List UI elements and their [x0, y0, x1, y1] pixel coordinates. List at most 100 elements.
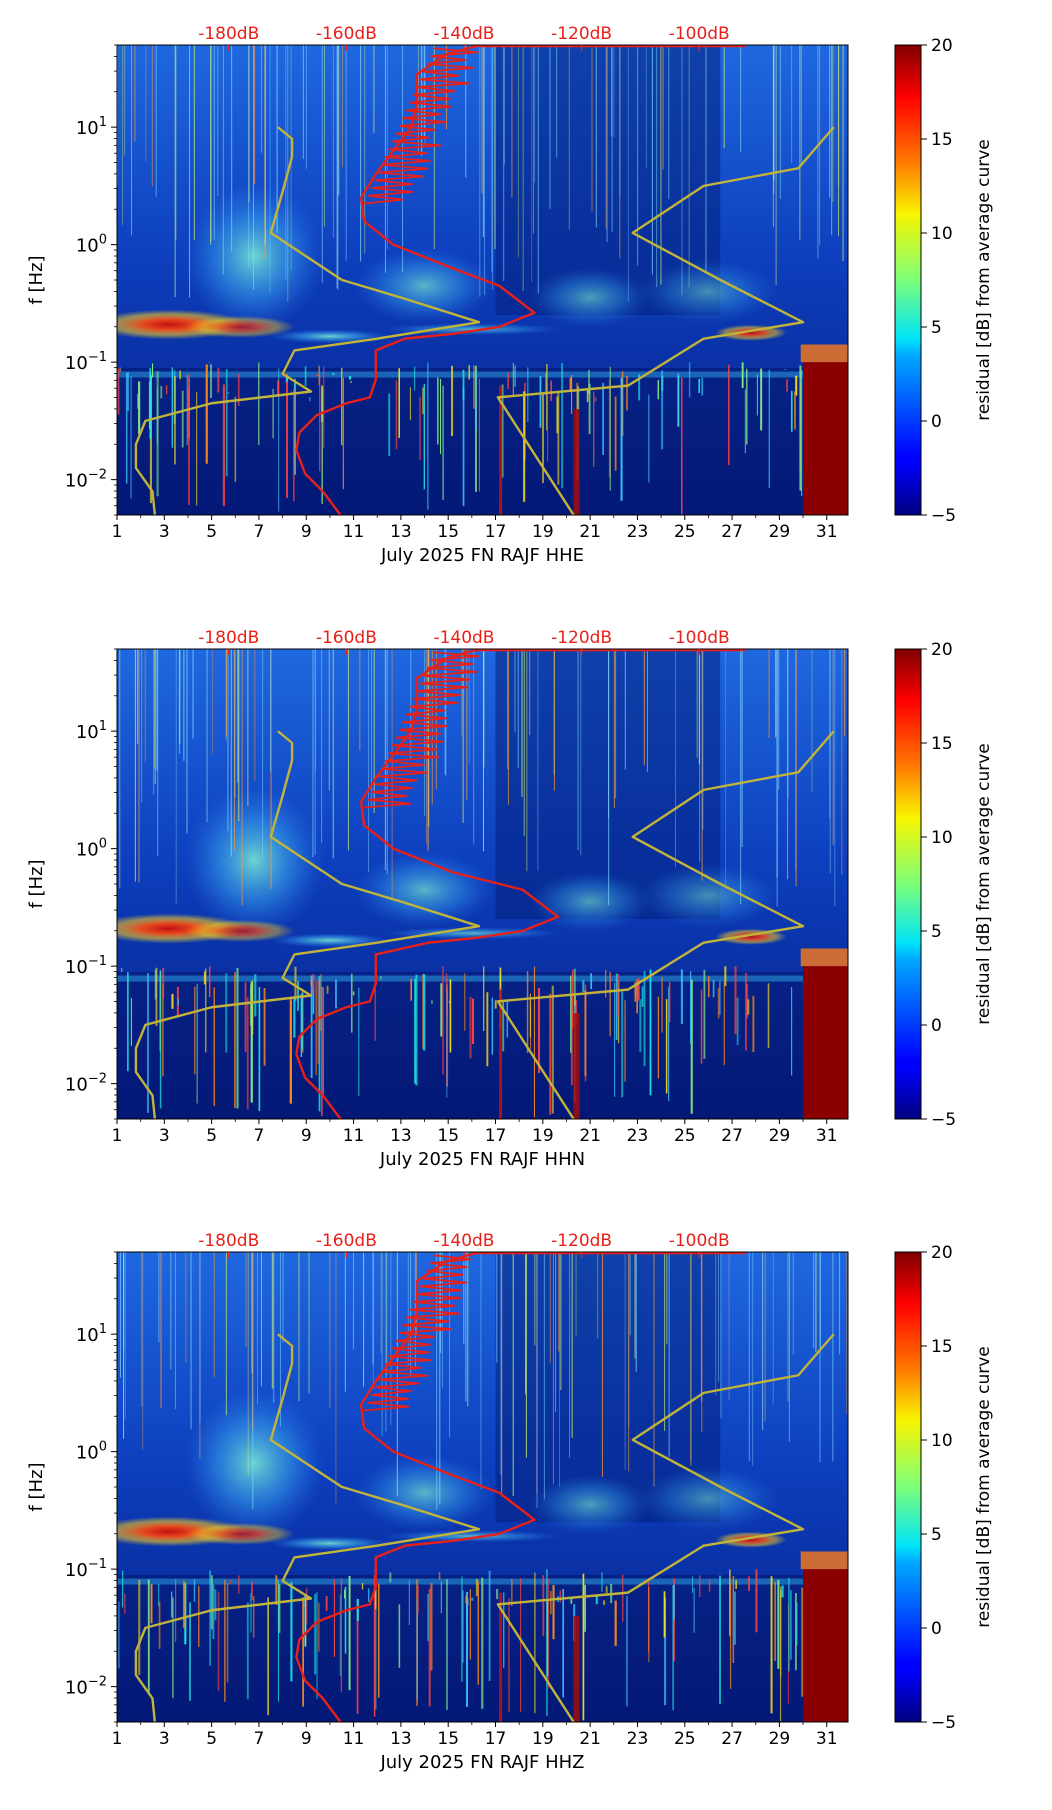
event-streak [499, 1592, 503, 1722]
db-tick-label: -180dB [198, 24, 259, 44]
storm-block [803, 966, 848, 1119]
microseism-peak [185, 919, 296, 942]
microseism-glow [638, 1466, 779, 1531]
high-noise-model-curve [496, 730, 835, 1119]
low-noise-model-curve [134, 730, 481, 1119]
colorbar-tick-label: −5 [931, 506, 956, 526]
x-tick-label: 17 [485, 1126, 507, 1146]
y-axis-label: f [Hz] [26, 859, 47, 908]
x-axis-label: July 2025 FN RAJF HHZ [379, 1752, 584, 1773]
x-tick-label: 9 [301, 1126, 312, 1146]
db-tick-label: -160dB [316, 628, 377, 648]
x-tick-label: 17 [485, 522, 507, 542]
x-tick-label: 1 [112, 1126, 123, 1146]
spectrogram-area [117, 1252, 848, 1722]
x-tick-label: 1 [112, 1729, 123, 1749]
colorbar-tick-label: 0 [931, 1016, 942, 1036]
microseism-glow [354, 247, 495, 324]
x-tick-label: 13 [390, 1126, 412, 1146]
colorbar-tick-label: 0 [931, 1619, 942, 1639]
y-tick-label: 10−2 [65, 1675, 107, 1699]
microseism-peak [185, 315, 296, 338]
y-tick-label: 100 [76, 233, 107, 257]
microseism-glow [184, 1388, 325, 1539]
event-streak [573, 409, 580, 515]
colorbar-tick-label: 0 [931, 412, 942, 432]
db-tick-label: -180dB [198, 628, 259, 648]
x-tick-label: 27 [721, 522, 743, 542]
event-streak [573, 1616, 580, 1722]
event-streak [499, 385, 503, 515]
secondary-band [117, 371, 848, 378]
transient-streaks [117, 649, 846, 1118]
storm-edge [800, 344, 848, 363]
x-tick-label: 3 [159, 522, 170, 542]
x-tick-label: 11 [343, 1126, 365, 1146]
high-noise-model-curve [496, 1333, 835, 1722]
x-tick-label: 31 [816, 1729, 838, 1749]
x-tick-label: 5 [206, 1126, 217, 1146]
average-curve-spread [363, 1254, 471, 1412]
colorbar-tick-label: 20 [931, 36, 953, 56]
x-tick-label: 13 [390, 1729, 412, 1749]
colorbar-tick-label: 20 [931, 1243, 953, 1263]
panel-2: 1 3 5 7 9 11 13 15 17 19 21 23 25 27 29 3110−210−110010… [26, 628, 994, 1170]
db-tick-label: -100dB [669, 628, 730, 648]
x-tick-label: 9 [301, 1729, 312, 1749]
microseism-glow [354, 1454, 495, 1531]
y-tick-label: 100 [76, 837, 107, 861]
x-tick-label: 17 [485, 1729, 507, 1749]
db-tick-label: -180dB [198, 1231, 259, 1251]
x-tick-label: 11 [343, 1729, 365, 1749]
panel-3: 1 3 5 7 9 11 13 15 17 19 21 23 25 27 29 3110−210−110010… [26, 1231, 994, 1773]
transient-streaks [117, 45, 848, 515]
x-tick-label: 15 [437, 522, 459, 542]
x-tick-label: 21 [579, 1729, 601, 1749]
y-axis-label: f [Hz] [26, 255, 47, 304]
average-curve-spread [363, 651, 480, 809]
colorbar-tick-label: 5 [931, 1525, 942, 1545]
db-tick-label: -120dB [551, 24, 612, 44]
db-tick-label: -140dB [433, 1231, 494, 1251]
x-tick-label: 21 [579, 522, 601, 542]
x-tick-label: 7 [254, 522, 265, 542]
storm-edge [800, 948, 848, 967]
y-tick-label: 10−1 [65, 954, 107, 978]
colorbar-tick-label: 10 [931, 1431, 953, 1451]
x-tick-label: 23 [627, 1729, 649, 1749]
y-tick-label: 10−1 [65, 1557, 107, 1581]
high-noise-model-curve [496, 126, 835, 515]
x-tick-label: 23 [627, 522, 649, 542]
x-tick-label: 31 [816, 522, 838, 542]
x-tick-label: 7 [254, 1729, 265, 1749]
microseism-band [381, 927, 562, 940]
microseism-glow [184, 181, 325, 332]
microseism-glow [354, 851, 495, 928]
x-tick-label: 31 [816, 1126, 838, 1146]
x-tick-label: 25 [674, 522, 696, 542]
x-tick-label: 3 [159, 1729, 170, 1749]
x-tick-label: 21 [579, 1126, 601, 1146]
x-tick-label: 29 [769, 522, 791, 542]
x-axis-label: July 2025 FN RAJF HHN [379, 1149, 585, 1170]
microseism-band [269, 329, 390, 344]
y-tick-label: 100 [76, 1440, 107, 1464]
low-noise-model-curve [134, 126, 481, 515]
secondary-band [117, 975, 848, 982]
microseism-glow [184, 785, 325, 936]
db-tick-label: -160dB [316, 24, 377, 44]
db-tick-label: -120dB [551, 1231, 612, 1251]
x-tick-label: 5 [206, 1729, 217, 1749]
colorbar [894, 648, 922, 1120]
colorbar-label: residual [dB] from average curve [974, 1346, 994, 1627]
x-tick-label: 19 [532, 1729, 554, 1749]
x-tick-label: 1 [112, 522, 123, 542]
x-axis-label: July 2025 FN RAJF HHE [380, 545, 584, 566]
x-tick-label: 27 [721, 1126, 743, 1146]
colorbar-tick-label: 15 [931, 130, 953, 150]
storm-edge [800, 1551, 848, 1570]
db-tick-label: -100dB [669, 24, 730, 44]
colorbar [894, 1251, 922, 1723]
